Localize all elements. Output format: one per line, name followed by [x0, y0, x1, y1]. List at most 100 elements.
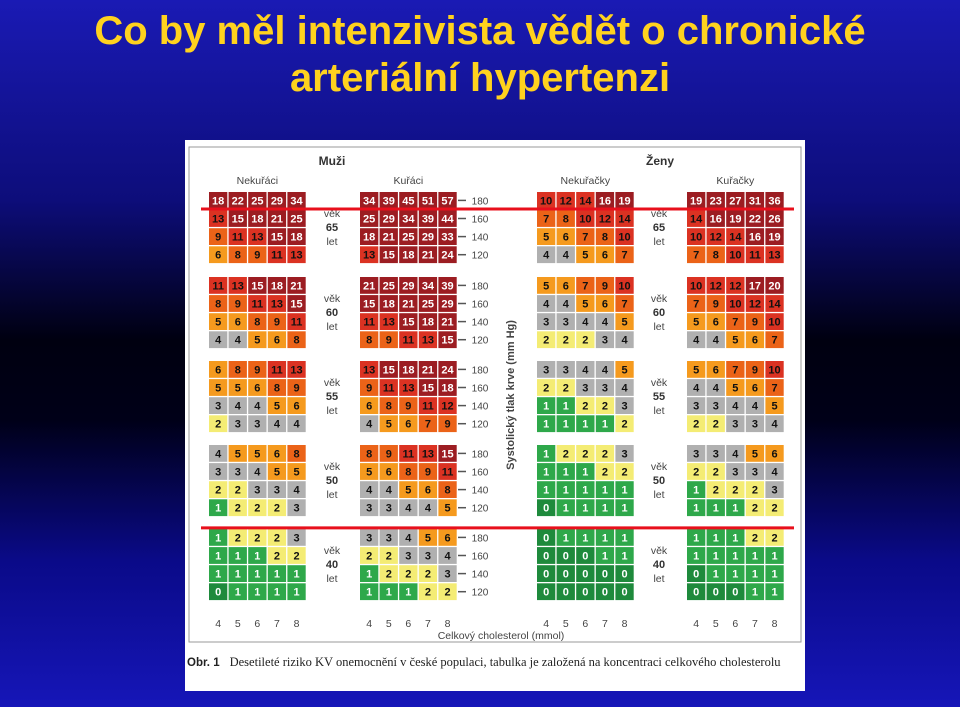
risk-cell — [418, 481, 438, 498]
risk-cell — [418, 415, 438, 433]
figure-frame — [188, 146, 802, 643]
risk-value: 10 — [579, 214, 591, 226]
risk-value: 4 — [543, 250, 550, 262]
risk-value: 8 — [274, 383, 280, 395]
risk-cell — [287, 246, 306, 264]
risk-cell — [576, 331, 595, 349]
risk-cell — [287, 463, 306, 480]
risk-value: 1 — [366, 587, 372, 599]
risk-cell — [360, 547, 379, 564]
risk-cell — [399, 445, 418, 462]
risk-value: 4 — [405, 503, 412, 515]
risk-value: 5 — [235, 383, 241, 395]
age-word-label: věk — [651, 208, 668, 220]
risk-cell — [267, 547, 287, 564]
risk-value: 4 — [254, 401, 261, 413]
risk-value: 3 — [293, 532, 299, 544]
risk-value: 21 — [383, 232, 395, 244]
risk-cell — [209, 246, 228, 264]
risk-cell — [576, 499, 595, 517]
risk-value: 7 — [621, 250, 627, 262]
x-tick-label: 8 — [772, 618, 778, 630]
risk-value: 4 — [254, 467, 261, 479]
risk-cell — [687, 313, 706, 330]
age-word-label: věk — [651, 293, 668, 305]
risk-value: 3 — [543, 317, 549, 329]
risk-value: 26 — [768, 214, 780, 226]
risk-value: 25 — [422, 299, 434, 311]
risk-value: 11 — [422, 401, 434, 413]
risk-value: 3 — [235, 419, 241, 431]
risk-value: 1 — [254, 569, 260, 581]
risk-value: 7 — [693, 299, 699, 311]
slide-title-line-1: Co by měl intenzivista vědět o chronické — [94, 9, 866, 53]
risk-cell — [399, 210, 418, 227]
risk-cell — [687, 361, 706, 378]
age-value-label: 60 — [326, 307, 338, 319]
x-tick-label: 4 — [215, 618, 221, 630]
risk-value: 0 — [563, 569, 569, 581]
risk-value: 11 — [271, 364, 283, 376]
risk-value: 29 — [271, 195, 283, 207]
y-tick-label: 140 — [472, 318, 489, 329]
risk-cell — [418, 361, 438, 378]
risk-cell — [595, 397, 615, 414]
risk-cell — [267, 565, 287, 582]
risk-cell — [248, 445, 267, 462]
age-word-label: věk — [324, 377, 341, 389]
risk-value: 34 — [402, 214, 415, 226]
risk-value: 1 — [752, 587, 758, 599]
risk-value: 15 — [290, 299, 302, 311]
risk-value: 3 — [215, 401, 221, 413]
risk-cell — [576, 529, 595, 546]
risk-cell — [706, 246, 725, 264]
risk-cell — [399, 397, 418, 414]
risk-cell — [287, 565, 306, 582]
risk-value: 3 — [405, 551, 411, 563]
risk-value: 10 — [690, 232, 702, 244]
risk-value: 11 — [749, 250, 761, 262]
risk-value: 15 — [271, 232, 283, 244]
risk-cell — [595, 295, 615, 312]
risk-cell — [379, 415, 398, 433]
risk-value: 5 — [621, 317, 627, 329]
risk-value: 3 — [752, 419, 758, 431]
risk-cell — [745, 529, 765, 546]
risk-cell — [399, 192, 418, 209]
age-unit-label: let — [653, 489, 664, 501]
risk-cell — [687, 415, 706, 433]
risk-cell — [379, 547, 398, 564]
risk-cell — [418, 192, 438, 209]
risk-value: 5 — [732, 383, 738, 395]
risk-cell — [438, 397, 457, 414]
y-tick-label: 180 — [472, 533, 489, 544]
risk-cell — [267, 246, 287, 264]
risk-cell — [576, 361, 595, 378]
age-word-label: věk — [651, 377, 668, 389]
risk-value: 1 — [215, 569, 221, 581]
risk-cell — [576, 246, 595, 264]
risk-cell — [228, 499, 247, 517]
risk-value: 4 — [293, 485, 300, 497]
risk-value: 1 — [543, 401, 549, 413]
risk-value: 2 — [693, 419, 699, 431]
risk-cell — [418, 295, 438, 312]
risk-value: 3 — [293, 503, 299, 515]
risk-value: 1 — [713, 532, 719, 544]
risk-value: 6 — [235, 317, 241, 329]
risk-cell — [360, 295, 379, 312]
risk-value: 8 — [235, 250, 241, 262]
risk-cell — [209, 445, 228, 462]
risk-cell — [687, 565, 706, 582]
risk-value: 15 — [441, 448, 453, 460]
risk-cell — [399, 313, 418, 330]
risk-value: 5 — [543, 280, 549, 292]
risk-value: 11 — [271, 250, 283, 262]
risk-cell — [267, 210, 287, 227]
risk-value: 19 — [729, 214, 741, 226]
risk-value: 1 — [563, 532, 569, 544]
x-tick-label: 7 — [425, 618, 431, 630]
risk-cell — [726, 499, 745, 517]
risk-value: 3 — [732, 467, 738, 479]
caption-label: Obr. 1 — [187, 657, 220, 669]
